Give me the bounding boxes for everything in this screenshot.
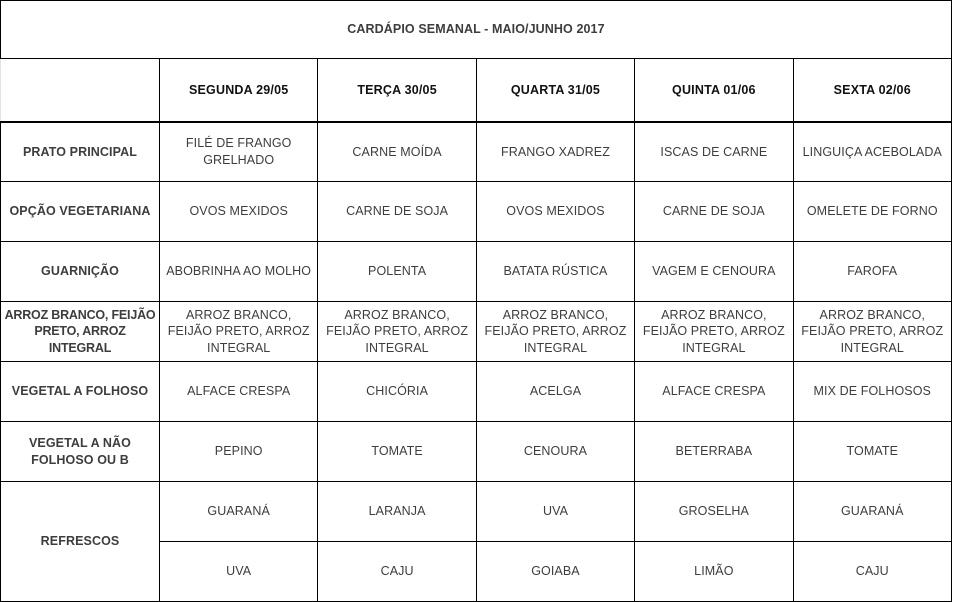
row-label-vegetal-nao-folhoso: VEGETAL A NÃO FOLHOSO OU B [0,421,160,482]
menu-cell: PEPINO [158,421,319,482]
menu-cell: ARROZ BRANCO, FEIJÃO PRETO, ARROZ INTEGR… [475,301,636,362]
table-corner-cell [0,58,160,123]
title-row: CARDÁPIO SEMANAL - MAIO/JUNHO 2017 [0,0,952,59]
row-label-guarnicao: GUARNIÇÃO [0,241,160,302]
column-header-wednesday: QUARTA 31/05 [475,58,636,123]
menu-cell: CAJU [792,541,952,602]
menu-cell: ARROZ BRANCO, FEIJÃO PRETO, ARROZ INTEGR… [792,301,952,362]
row-label-refrescos: REFRESCOS [0,481,160,602]
menu-cell: ALFACE CRESPA [634,361,794,422]
table-row: OPÇÃO VEGETARIANA OVOS MEXIDOS CARNE DE … [0,181,952,242]
menu-cell: CARNE DE SOJA [634,181,794,242]
menu-cell: CHICÓRIA [317,361,477,422]
menu-cell: VAGEM E CENOURA [634,241,794,302]
menu-cell: OVOS MEXIDOS [158,181,319,242]
column-header-friday: SEXTA 02/06 [792,58,952,123]
menu-cell: LARANJA [317,481,477,542]
menu-cell: GUARANÁ [792,481,952,542]
table-row: PRATO PRINCIPAL FILÉ DE FRANGO GRELHADO … [0,121,952,182]
row-label-arroz-feijao: ARROZ BRANCO, FEIJÃO PRETO, ARROZ INTEGR… [0,301,160,362]
menu-cell: FAROFA [792,241,952,302]
column-header-tuesday: TERÇA 30/05 [317,58,477,123]
row-label-prato-principal: PRATO PRINCIPAL [0,121,160,182]
menu-cell: CARNE MOÍDA [317,121,477,182]
menu-cell: ARROZ BRANCO, FEIJÃO PRETO, ARROZ INTEGR… [158,301,319,362]
menu-cell: BATATA RÚSTICA [475,241,636,302]
menu-cell: ARROZ BRANCO, FEIJÃO PRETO, ARROZ INTEGR… [634,301,794,362]
menu-cell: GROSELHA [634,481,794,542]
menu-cell: MIX DE FOLHOSOS [792,361,952,422]
row-label-vegetal-folhoso: VEGETAL A FOLHOSO [0,361,160,422]
menu-cell: GOIABA [475,541,636,602]
menu-cell: ABOBRINHA AO MOLHO [158,241,319,302]
column-header-thursday: QUINTA 01/06 [634,58,794,123]
table-row: VEGETAL A FOLHOSO ALFACE CRESPA CHICÓRIA… [0,361,952,422]
menu-cell: LIMÃO [634,541,794,602]
table-row: GUARNIÇÃO ABOBRINHA AO MOLHO POLENTA BAT… [0,241,952,302]
page-title: CARDÁPIO SEMANAL - MAIO/JUNHO 2017 [0,0,952,59]
menu-cell: FILÉ DE FRANGO GRELHADO [158,121,319,182]
menu-cell: UVA [158,541,319,602]
menu-cell: CENOURA [475,421,636,482]
menu-cell: ACELGA [475,361,636,422]
menu-cell: LINGUIÇA ACEBOLADA [792,121,952,182]
menu-cell: ARROZ BRANCO, FEIJÃO PRETO, ARROZ INTEGR… [317,301,477,362]
menu-cell: ISCAS DE CARNE [634,121,794,182]
menu-cell: ALFACE CRESPA [158,361,319,422]
menu-cell: CARNE DE SOJA [317,181,477,242]
table-row: UVA CAJU GOIABA LIMÃO CAJU [1,541,952,602]
menu-cell: UVA [475,481,636,542]
menu-cell: OMELETE DE FORNO [792,181,952,242]
menu-cell: TOMATE [317,421,477,482]
column-header-monday: SEGUNDA 29/05 [158,58,319,123]
row-label-opcao-vegetariana: OPÇÃO VEGETARIANA [0,181,160,242]
menu-cell: CAJU [317,541,477,602]
menu-cell: OVOS MEXIDOS [475,181,636,242]
day-header-row: SEGUNDA 29/05 TERÇA 30/05 QUARTA 31/05 Q… [0,58,952,123]
menu-cell: TOMATE [792,421,952,482]
menu-cell: POLENTA [317,241,477,302]
table-row: ARROZ BRANCO, FEIJÃO PRETO, ARROZ INTEGR… [0,301,952,362]
menu-cell: FRANGO XADREZ [475,121,636,182]
table-row: VEGETAL A NÃO FOLHOSO OU B PEPINO TOMATE… [0,421,952,482]
menu-cell: GUARANÁ [158,481,319,542]
menu-cell: BETERRABA [634,421,794,482]
table-row: REFRESCOS GUARANÁ LARANJA UVA GROSELHA G… [0,481,952,602]
